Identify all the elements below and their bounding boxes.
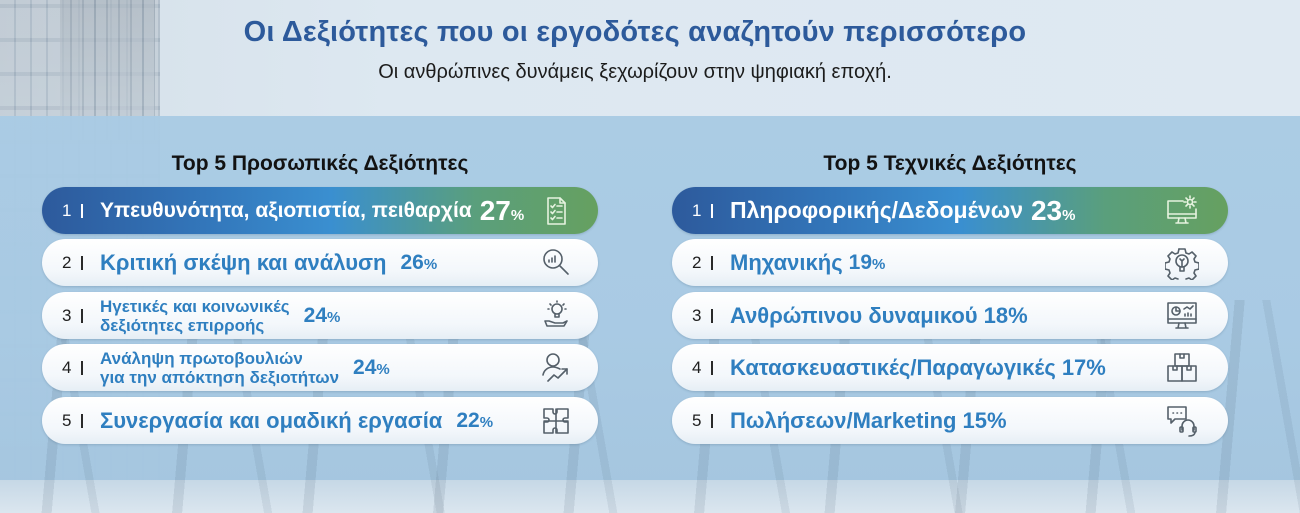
skill-label: Υπευθυνότητα, αξιοπιστία, πειθαρχία [100,198,472,222]
floor-background [0,480,1300,513]
rank-number: 5 [672,411,730,431]
rank-number: 2 [42,253,100,273]
skill-percent: 27% [479,194,525,226]
personal-skill-item-1: 1 Υπευθυνότητα, αξιοπιστία, πειθαρχία 27… [42,187,598,234]
puzzle-icon [536,403,576,439]
rank-separator [81,413,84,428]
personal-skill-item-5: 5 Συνεργασία και ομαδική εργασία 22% [42,397,598,444]
rank-separator [81,255,84,270]
rank-number: 4 [672,358,730,378]
section-title: Top 5 Προσωπικές Δεξιότητες [171,152,469,175]
skill-percent: 19% [848,250,886,274]
rank-number: 2 [672,253,730,273]
skill-percent: 17% [1061,354,1106,380]
personal-skill-item-3: 3 Ηγετικές και κοινωνικές δεξιότητες επιρ… [42,292,598,339]
computer-gear-icon [1162,193,1202,229]
skill-label: Ηγετικές και κοινωνικές δεξιότητες επιρρο… [100,296,290,335]
boxes-icon [1162,350,1202,386]
technical-skill-item-4: 4 Κατασκευαστικές/Παραγωγικές 17% [672,344,1228,391]
personal-skill-item-2: 2 Κριτική σκέψη και ανάλυση 26% [42,239,598,286]
rank-number: 3 [672,306,730,326]
rank-separator [711,255,714,270]
skill-percent: 18% [983,302,1028,328]
page-subtitle: Οι ανθρώπινες δυνάμεις ξεχωρίζουν στην ψ… [378,61,892,83]
technical-skill-item-1: 1 Πληροφορικής/Δεδομένων 23% [672,187,1228,234]
rank-number: 1 [42,201,100,221]
monitor-analytics-icon [1162,298,1202,334]
skill-label: Ανθρώπινου δυναμικού [730,302,978,328]
skill-label: Κριτική σκέψη και ανάλυση [100,249,387,275]
chat-headset-icon [1162,403,1202,439]
page-title: Οι Δεξιότητες που οι εργοδότες αναζητούν… [243,16,1027,48]
rank-separator [711,360,714,375]
rank-separator [711,413,714,428]
skill-label: Πωλήσεων/Marketing [730,407,957,433]
skill-label: Συνεργασία και ομαδική εργασία [100,407,443,433]
skill-percent: 26% [400,250,438,274]
person-growth-icon [536,350,576,386]
technical-skills-section: Top 5 Τεχνικές Δεξιότητες 1 Πληροφορικής… [672,150,1228,444]
skill-label: Μηχανικής [730,249,843,275]
skill-label: Κατασκευαστικές/Παραγωγικές [730,354,1056,380]
rank-separator [711,203,714,218]
skill-percent: 24% [303,303,341,327]
technical-skill-item-3: 3 Ανθρώπινου δυναμικού 18% [672,292,1228,339]
lightbulb-hand-icon [536,298,576,334]
skill-percent: 24% [353,355,390,379]
rank-separator [81,203,84,218]
technical-skill-item-2: 2 Μηχανικής 19% [672,239,1228,286]
section-title: Top 5 Τεχνικές Δεξιότητες [823,152,1077,175]
magnifier-chart-icon [536,245,576,281]
personal-skills-section: Top 5 Προσωπικές Δεξιότητες 1 Υπευθυνότη… [42,150,598,444]
technical-skill-item-5: 5 Πωλήσεων/Marketing 15% [672,397,1228,444]
rank-number: 4 [42,358,100,378]
skill-percent: 15% [962,407,1007,433]
skill-percent: 23% [1030,194,1076,226]
rank-separator [81,308,84,323]
gear-lightbulb-icon [1162,245,1202,281]
rank-number: 5 [42,411,100,431]
rank-number: 3 [42,306,100,326]
skill-percent: 22% [456,408,494,432]
rank-separator [711,308,714,323]
skill-label: Ανάληψη πρωτοβουλιών για την απόκτηση δεξ… [100,348,340,387]
header-background [0,0,1300,116]
rank-number: 1 [672,201,730,221]
rank-separator [81,360,84,375]
personal-skill-item-4: 4 Ανάληψη πρωτοβουλιών για την απόκτηση δ… [42,344,598,391]
skill-label: Πληροφορικής/Δεδομένων [730,197,1023,223]
checklist-document-icon [536,193,576,229]
